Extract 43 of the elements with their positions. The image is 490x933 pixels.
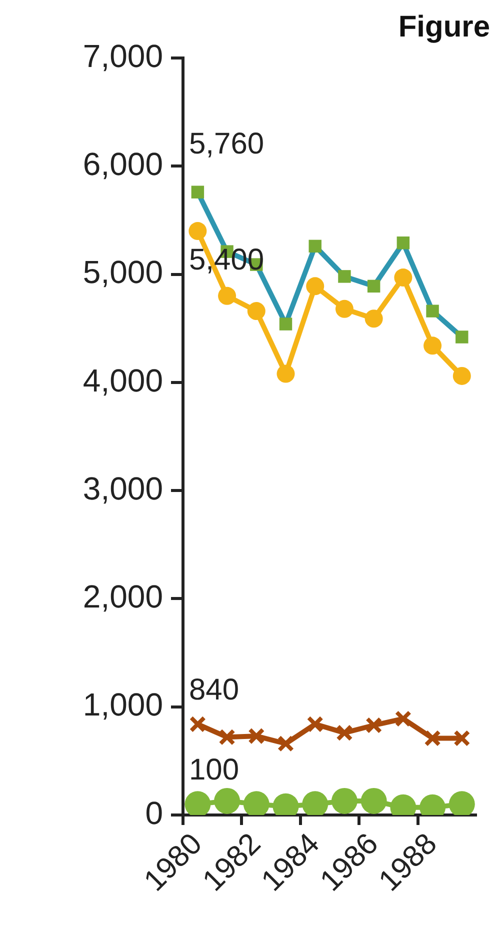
point bbox=[306, 277, 324, 296]
y-tick-label: 6,000 bbox=[82, 146, 163, 182]
point bbox=[452, 366, 471, 385]
point bbox=[424, 730, 441, 747]
point bbox=[191, 186, 204, 198]
y-tick-label: 5,000 bbox=[82, 254, 163, 290]
y-tick-label: 3,000 bbox=[82, 470, 163, 506]
point bbox=[426, 304, 439, 318]
point bbox=[276, 364, 295, 383]
point bbox=[308, 240, 322, 253]
y-tick-label: 4,000 bbox=[82, 362, 163, 398]
point bbox=[331, 788, 358, 814]
point bbox=[306, 716, 324, 733]
chart-title: Figure bbox=[398, 10, 490, 44]
point bbox=[336, 724, 353, 742]
point bbox=[248, 728, 265, 744]
point bbox=[424, 336, 442, 355]
point bbox=[365, 716, 382, 734]
point bbox=[338, 270, 351, 283]
point bbox=[189, 716, 206, 733]
point bbox=[277, 735, 294, 752]
point bbox=[364, 310, 383, 328]
point bbox=[335, 300, 354, 318]
point bbox=[394, 268, 412, 287]
y-tick-label: 7,000 bbox=[82, 38, 163, 74]
data-label: 100 bbox=[189, 753, 240, 786]
point bbox=[279, 318, 292, 330]
point bbox=[396, 236, 410, 250]
point bbox=[214, 788, 240, 814]
data-label: 840 bbox=[189, 673, 240, 706]
point bbox=[188, 222, 207, 240]
y-tick-label: 0 bbox=[145, 794, 163, 831]
point bbox=[360, 788, 387, 814]
point bbox=[247, 302, 266, 320]
point bbox=[456, 330, 468, 344]
point bbox=[218, 728, 236, 746]
point bbox=[218, 286, 236, 305]
point bbox=[394, 710, 412, 728]
y-tick-label: 1,000 bbox=[82, 686, 163, 723]
point bbox=[454, 730, 470, 747]
data-label: 5,760 bbox=[189, 127, 264, 160]
point bbox=[367, 280, 380, 293]
y-tick-label: 2,000 bbox=[82, 578, 163, 615]
